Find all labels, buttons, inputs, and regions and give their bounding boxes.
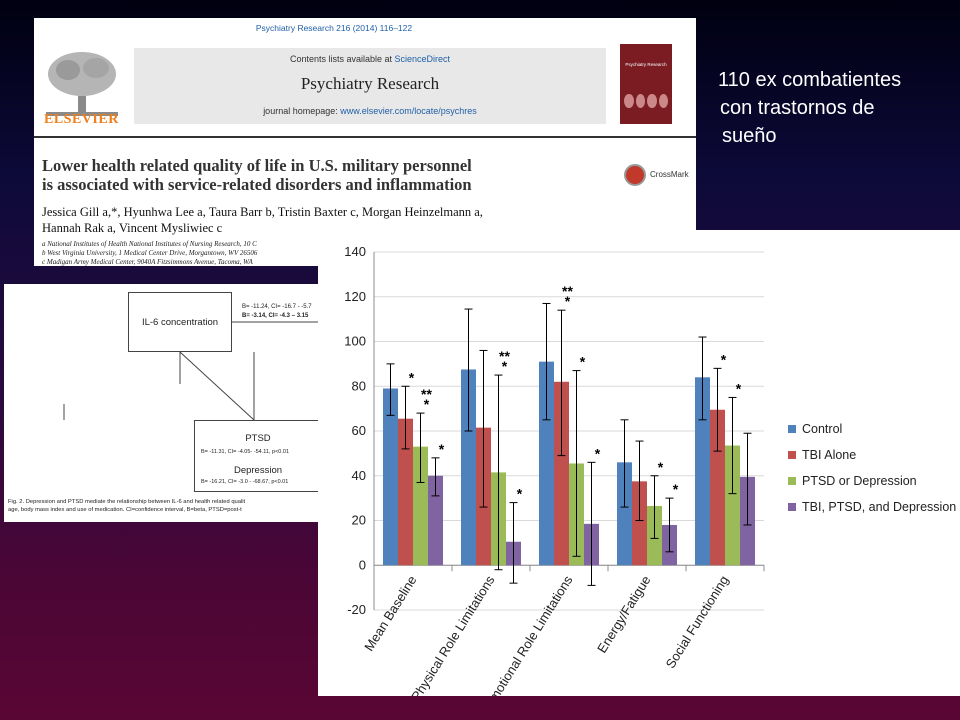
bar-1-2: [554, 381, 569, 566]
legend-swatch: [788, 503, 796, 511]
journal-reference: Psychiatry Research 216 (2014) 116–122: [255, 23, 413, 33]
affiliation-2: b West Virginia University, 1 Medical Ce…: [42, 249, 258, 257]
bar-chart-panel: -20 0 20 40 60 80 100 120 140 * ** * * ** * ** * * * * * * * * M…: [318, 230, 960, 696]
significance-label: *: [736, 380, 742, 396]
significance-label: *: [502, 358, 508, 374]
bar-2-4: [725, 445, 740, 566]
category-label: Emotional Role Limitations: [481, 572, 576, 696]
homepage-line: journal homepage: www.elsevier.com/locat…: [134, 106, 606, 116]
path-stat-1: B= -11.24, CI= -16.7 - -5.7: [242, 304, 312, 310]
homepage-prefix: journal homepage:: [263, 106, 341, 116]
crossmark-icon[interactable]: [624, 164, 646, 186]
legend-swatch: [788, 451, 796, 459]
depression-label: Depression: [233, 465, 283, 476]
depression-stats: B= -16.21, CI= -3.0 - -68.67, p<0.01: [201, 479, 289, 485]
homepage-link[interactable]: www.elsevier.com/locate/psychres: [340, 106, 477, 116]
affiliations: a National Institutes of Health National…: [42, 240, 682, 266]
bar-3-0: [428, 475, 443, 566]
path-stat-2: B= -3.14, CI= -4.3 – 3.15: [242, 313, 309, 319]
significance-label: *: [424, 396, 430, 412]
category-label: Mean Baseline: [361, 573, 419, 654]
contents-prefix: Contents lists available at: [289, 54, 395, 64]
category-label: Social Functioning: [663, 573, 732, 671]
legend-label: TBI, PTSD, and Depression: [802, 500, 956, 514]
y-tick-label: 120: [344, 289, 366, 304]
bar-0-4: [695, 377, 710, 566]
significance-label: *: [721, 351, 727, 367]
significance-label: *: [595, 445, 601, 461]
authors: Jessica Gill a,*, Hyunhwa Lee a, Taura B…: [42, 204, 682, 236]
legend-label: TBI Alone: [802, 448, 856, 462]
caption-line-1: Fig. 2. Depression and PTSD mediate the …: [8, 499, 246, 505]
side-note: 110 ex combatientes con trastornos de su…: [718, 66, 950, 150]
side-note-line-2: con trastornos de: [720, 97, 875, 119]
cover-images: [624, 94, 668, 108]
side-note-line-1: 110 ex combatientes: [718, 69, 902, 91]
il6-label: IL-6 concentration: [141, 317, 219, 328]
mediator-node: PTSD B= -11.31, CI= -4.05- -54.11, p<0.0…: [194, 420, 322, 492]
y-tick-label: 60: [352, 423, 366, 438]
bar-0-3: [617, 462, 632, 566]
paper-title-line-2: is associated with service-related disor…: [42, 175, 472, 194]
authors-line-1: Jessica Gill a,*, Hyunhwa Lee a, Taura B…: [42, 205, 483, 219]
legend-label: PTSD or Depression: [802, 474, 917, 488]
y-tick-label: 40: [352, 468, 366, 483]
significance-label: *: [673, 481, 679, 497]
journal-name: Psychiatry Research: [300, 74, 440, 93]
ptsd-stats: B= -11.31, CI= -4.05- -54.11, p<0.01: [201, 449, 290, 455]
category-label: Physical Role Limitations: [408, 572, 498, 696]
paper-title: Lower health related quality of life in …: [42, 156, 602, 194]
mediation-arrows: [63, 321, 326, 421]
legend-swatch: [788, 477, 796, 485]
sciencedirect-link[interactable]: ScienceDirect: [394, 54, 451, 64]
cover-title: Psychiatry Research: [625, 62, 667, 67]
significance-label: *: [565, 293, 571, 309]
paper-header-panel: Psychiatry Research 216 (2014) 116–122 E…: [34, 18, 696, 266]
y-tick-label: 140: [344, 244, 366, 259]
publisher-name: ELSEVIER: [44, 112, 119, 127]
category-label: Energy/Fatigue: [594, 573, 653, 656]
elsevier-tree-logo: [46, 52, 118, 116]
caption-line-2: age, body mass index and use of medicati…: [8, 507, 242, 513]
y-tick-label: -20: [347, 602, 366, 617]
significance-label: *: [658, 459, 664, 475]
bar-1-0: [398, 418, 413, 566]
affiliation-3: c Madigan Army Medical Center, 9040A Fit…: [42, 258, 253, 266]
contents-line: Contents lists available at ScienceDirec…: [134, 54, 606, 64]
bar-0-2: [539, 361, 554, 566]
significance-label: *: [580, 354, 586, 370]
legend-label: Control: [802, 422, 842, 436]
divider: [34, 136, 696, 138]
mediation-figure-panel: IL-6 concentration B= -11.24, CI= -16.7 …: [4, 284, 326, 522]
crossmark-label[interactable]: CrossMark: [650, 170, 689, 179]
y-tick-label: 20: [352, 513, 366, 528]
significance-label: **: [562, 283, 573, 299]
bar-2-0: [413, 446, 428, 566]
journal-banner: Contents lists available at ScienceDirec…: [134, 48, 606, 124]
bar-1-3: [632, 481, 647, 566]
significance-label: **: [421, 386, 432, 402]
paper-title-line-1: Lower health related quality of life in …: [42, 156, 472, 175]
bar-0-0: [383, 388, 398, 566]
significance-label: *: [439, 441, 445, 457]
ptsd-label: PTSD: [245, 433, 271, 444]
figure-caption: Fig. 2. Depression and PTSD mediate the …: [8, 498, 326, 514]
side-note-line-3: sueño: [722, 125, 777, 147]
affiliation-1: a National Institutes of Health National…: [42, 240, 257, 248]
significance-label: *: [517, 486, 523, 502]
bar-0-1: [461, 369, 476, 566]
y-tick-label: 80: [352, 378, 366, 393]
y-tick-label: 0: [359, 557, 366, 572]
journal-cover-image: Psychiatry Research: [620, 44, 672, 124]
legend-swatch: [788, 425, 796, 433]
y-tick-label: 100: [344, 334, 366, 349]
authors-line-2: Hannah Rak a, Vincent Mysliwiec c: [42, 221, 223, 235]
significance-label: **: [499, 348, 510, 364]
significance-label: *: [409, 369, 415, 385]
bar-1-4: [710, 409, 725, 566]
il6-node: IL-6 concentration: [128, 292, 232, 352]
